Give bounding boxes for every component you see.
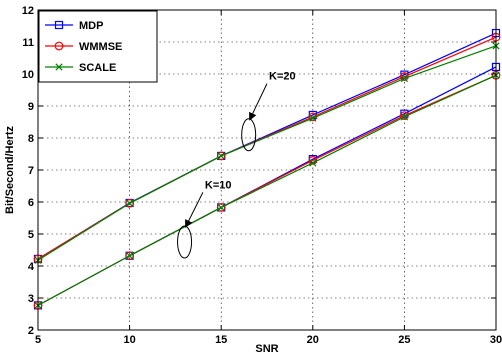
y-tick-label: 7	[28, 165, 34, 177]
data-point-scale-k10	[309, 159, 317, 167]
data-point-scale-k10	[125, 252, 134, 260]
tick-marks	[37, 9, 497, 331]
data-point-wmmse-k10	[125, 251, 135, 261]
y-tick-label: 9	[28, 101, 34, 113]
y-tick-label: 4	[28, 261, 35, 273]
annotation-ellipse	[177, 225, 193, 259]
annotation-arrow	[185, 192, 204, 228]
grid	[38, 10, 496, 330]
legend-item-mdp: MDP	[45, 20, 103, 32]
legend-label: WMMSE	[79, 41, 122, 53]
data-point-wmmse-k20	[125, 198, 135, 208]
y-tick-label: 8	[28, 133, 34, 145]
x-tick-label: 10	[123, 334, 135, 346]
data-point-scale-k20-stroke	[400, 74, 409, 83]
data-point-wmmse-k10	[216, 203, 226, 212]
data-point-scale-k10-stroke	[309, 159, 317, 167]
data-point-scale-k20-stroke	[125, 199, 134, 207]
legend-swatch-marker	[55, 63, 63, 71]
series-scale-k20	[34, 42, 500, 264]
y-axis-title: Bit/Second/Hertz	[4, 125, 16, 214]
annotation-k20: K=20	[241, 71, 296, 152]
annotation-label: K=20	[269, 71, 296, 83]
data-point-scale-k10-stroke	[125, 252, 134, 260]
y-tick-label: 12	[22, 5, 34, 17]
x-tick-label: 30	[490, 334, 502, 346]
series-layer	[33, 28, 501, 310]
legend-label: MDP	[79, 20, 103, 32]
legend-item-wmmse: WMMSE	[45, 41, 122, 53]
legend-label: SCALE	[79, 62, 116, 74]
tick-labels: 5 10 15 20 25 30 2 3 4 5 6 7 8 9 10 11 12	[22, 5, 502, 346]
x-tick-label: 20	[307, 334, 319, 346]
data-point-scale-k20-stroke	[309, 114, 317, 122]
y-tick-label: 5	[28, 229, 34, 241]
data-point-wmmse-k20	[216, 151, 226, 161]
data-point-scale-k20	[217, 152, 225, 160]
y-tick-label: 6	[28, 197, 34, 209]
data-point-scale-k10	[400, 113, 409, 121]
y-tick-label: 2	[28, 325, 34, 337]
series-line-scale-k20	[37, 45, 497, 261]
y-tick-label: 3	[28, 293, 34, 305]
legend: MDP WMMSE SCALE	[38, 10, 158, 83]
y-tick-label: 10	[22, 69, 34, 81]
x-tick-label: 25	[398, 334, 410, 346]
legend-swatch-marker-stroke	[55, 63, 63, 71]
legend-swatch-marker	[54, 41, 64, 51]
annotation-ellipse	[241, 118, 257, 152]
data-point-scale-k10	[217, 203, 225, 212]
annotations: K=20 K=10	[177, 71, 296, 259]
series-line-scale-k10	[37, 74, 497, 306]
data-point-scale-k20	[125, 199, 134, 207]
x-tick-label: 15	[215, 334, 227, 346]
data-point-scale-k20	[309, 114, 317, 122]
x-tick-label: 5	[35, 334, 41, 346]
annotation-arrow	[249, 83, 268, 121]
data-point-scale-k10-stroke	[217, 203, 225, 212]
data-point-scale-k10-stroke	[400, 113, 409, 121]
data-point-scale-k20	[400, 74, 409, 83]
y-tick-label: 11	[22, 37, 34, 49]
x-axis-title: SNR	[255, 343, 278, 355]
legend-swatch-marker	[54, 20, 64, 30]
annotation-k10: K=10	[177, 179, 232, 259]
annotation-label: K=10	[205, 179, 232, 191]
legend-item-scale: SCALE	[45, 62, 116, 74]
data-point-scale-k20-stroke	[217, 152, 225, 160]
